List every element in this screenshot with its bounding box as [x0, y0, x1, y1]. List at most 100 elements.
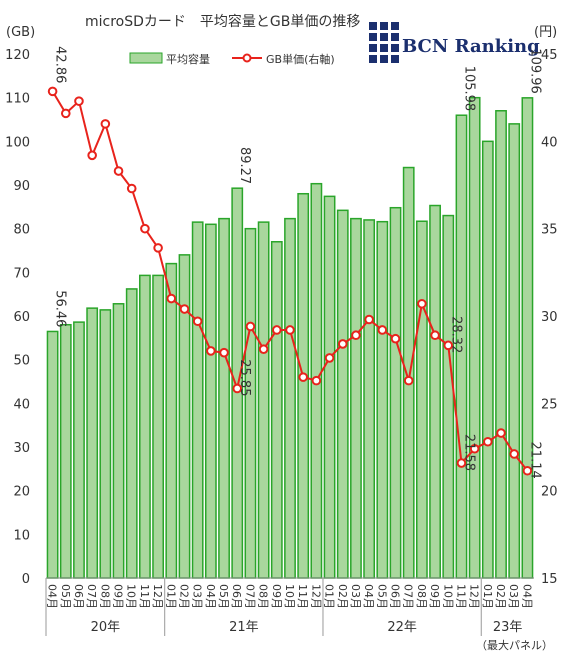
- x-tick-label: 03月: [507, 584, 520, 609]
- right-tick-label: 20: [541, 485, 558, 500]
- logo-cell: [391, 44, 399, 52]
- x-tick-label: 05月: [375, 584, 388, 609]
- line-point: [417, 298, 427, 309]
- line-point: [285, 325, 295, 335]
- line-point: [351, 330, 361, 341]
- bar: [112, 303, 125, 579]
- bar: [86, 307, 99, 579]
- right-tick-label: 40: [541, 135, 558, 150]
- x-tick-label: 06月: [230, 584, 243, 609]
- data-label: 25.85: [237, 359, 252, 396]
- bar: [297, 192, 310, 579]
- right-tick-label: 35: [541, 223, 558, 238]
- x-tick-label: 12月: [309, 584, 322, 609]
- right-tick-label: 25: [541, 397, 558, 412]
- bar: [244, 227, 257, 579]
- x-tick-label: 07月: [85, 584, 98, 609]
- left-tick-label: 70: [13, 266, 30, 281]
- bar: [323, 195, 336, 579]
- line-point: [509, 449, 520, 459]
- bar: [178, 254, 191, 579]
- bar: [165, 262, 178, 579]
- x-tick-label: 06月: [72, 584, 85, 609]
- bar: [495, 110, 507, 579]
- left-tick-label: 100: [5, 135, 30, 150]
- logo-cell: [380, 44, 388, 52]
- line-point: [47, 86, 58, 97]
- left-axis: 0 10 20 30 40 50 60 70 80 90 100 110 120: [5, 48, 30, 587]
- x-tick-label: 10月: [125, 584, 138, 609]
- line-point: [166, 293, 177, 304]
- line-point: [469, 443, 480, 454]
- x-tick-label: 07月: [402, 584, 415, 609]
- x-tick-label: 02月: [494, 584, 507, 609]
- logo-cell: [391, 22, 399, 30]
- bar: [429, 204, 441, 579]
- line-point: [87, 150, 97, 161]
- x-tick-label: 03月: [191, 584, 204, 609]
- logo-cell: [369, 55, 377, 63]
- data-label: 109.96: [527, 48, 542, 94]
- bar: [139, 274, 151, 579]
- data-label: 56.46: [53, 290, 68, 327]
- x-tick-label: 04月: [362, 584, 375, 609]
- logo-cell: [380, 33, 388, 41]
- x-tick-label: 02月: [177, 584, 190, 609]
- bar: [336, 209, 349, 579]
- x-tick-label: 02月: [336, 584, 349, 609]
- left-tick-label: 80: [13, 223, 30, 238]
- left-tick-label: 0: [22, 572, 30, 587]
- left-tick-label: 90: [13, 179, 30, 194]
- line-point: [140, 223, 150, 234]
- logo-cell: [369, 22, 377, 30]
- x-tick-label: 04月: [46, 584, 59, 609]
- line-point: [272, 325, 282, 335]
- right-tick-label: 15: [541, 572, 558, 587]
- legend-bar-swatch: [129, 52, 163, 64]
- line-point: [456, 458, 467, 468]
- right-axis-unit: (円): [534, 25, 557, 40]
- line-point: [192, 316, 203, 327]
- right-tick-label: 45: [541, 48, 558, 63]
- footnote: （最大パネル）: [476, 638, 553, 652]
- line-point: [232, 383, 243, 394]
- data-label: 105.98: [461, 66, 476, 112]
- bar: [73, 321, 85, 579]
- x-tick-label: 09月: [428, 584, 441, 609]
- bar: [125, 288, 138, 579]
- line-point: [390, 333, 401, 344]
- left-tick-label: 10: [13, 528, 30, 543]
- year-label: 20年: [91, 620, 121, 635]
- right-tick-label: 30: [541, 310, 558, 325]
- line-point: [377, 325, 388, 335]
- line-point: [74, 96, 84, 106]
- x-tick-label: 07月: [243, 584, 256, 609]
- logo-cell: [380, 55, 388, 63]
- line-point: [496, 428, 506, 438]
- x-tick-label: 08月: [257, 584, 270, 609]
- bar: [46, 330, 59, 579]
- bar: [191, 221, 204, 579]
- left-tick-label: 60: [13, 310, 30, 325]
- left-tick-label: 110: [5, 92, 30, 107]
- bar: [218, 217, 230, 579]
- logo-cell: [380, 22, 388, 30]
- bar: [59, 323, 72, 579]
- bar: [508, 123, 521, 579]
- year-label: 22年: [387, 620, 417, 635]
- bar: [468, 96, 481, 579]
- left-tick-label: 40: [13, 397, 30, 412]
- line-point: [60, 108, 71, 119]
- year-label: 23年: [493, 620, 523, 635]
- left-tick-label: 20: [13, 485, 30, 500]
- bar: [402, 166, 415, 579]
- line-point: [219, 347, 229, 358]
- bar-series: [46, 96, 534, 579]
- left-axis-unit: (GB): [6, 25, 35, 40]
- bar: [257, 221, 270, 579]
- year-label: 21年: [229, 620, 259, 635]
- logo-cell: [391, 55, 399, 63]
- x-tick-label: 04月: [204, 584, 217, 609]
- line-point: [113, 166, 124, 176]
